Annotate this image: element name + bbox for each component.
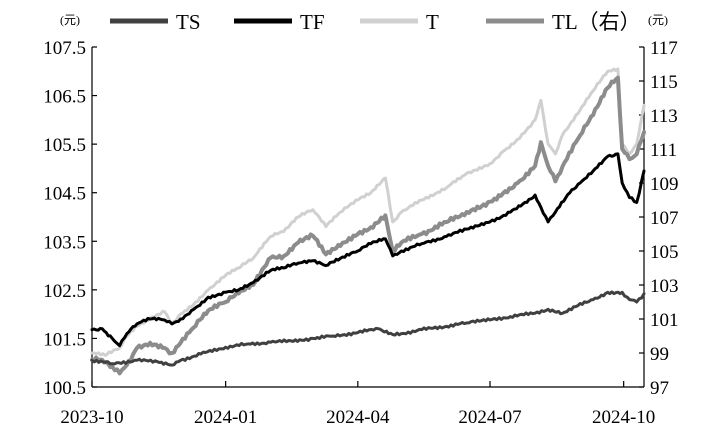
x-tick-label: 2024-07 xyxy=(458,407,521,428)
right-tick-group: 97 99 101 103 105 107 109 111 113 115 117 xyxy=(639,38,679,399)
legend-label: T xyxy=(426,10,439,34)
left-tick-label: 105.5 xyxy=(43,135,86,156)
series-line-t xyxy=(90,67,646,357)
legend-label: TS xyxy=(176,10,201,34)
left-tick-label: 103.5 xyxy=(43,232,86,253)
right-tick-label: 107 xyxy=(650,208,679,229)
left-tick-label: 100.5 xyxy=(43,378,86,399)
right-tick-label: 111 xyxy=(650,140,677,161)
left-tick-label: 107.5 xyxy=(43,38,86,59)
x-tick-label: 2024-01 xyxy=(194,407,257,428)
left-tick-label: 106.5 xyxy=(43,87,86,108)
left-unit-label: (元) xyxy=(60,13,80,27)
series-line-tl xyxy=(90,75,646,376)
right-tick-label: 99 xyxy=(650,344,669,365)
right-unit-label: (元) xyxy=(648,13,668,27)
series-line-ts xyxy=(90,290,646,367)
x-tick-label: 2024-04 xyxy=(326,407,390,428)
x-tick-group: 2023-10 2024-01 2024-04 2024-07 2024-10 xyxy=(60,381,655,428)
legend-label: TL（右） xyxy=(552,10,641,34)
right-tick-label: 101 xyxy=(650,310,679,331)
x-tick-label: 2023-10 xyxy=(60,407,123,428)
x-tick-label: 2024-10 xyxy=(592,407,655,428)
right-tick-label: 113 xyxy=(650,106,678,127)
right-tick-label: 97 xyxy=(650,378,669,399)
series-layer xyxy=(90,67,646,376)
left-tick-group: 100.5 101.5 102.5 103.5 104.5 105.5 106.5 107.5 xyxy=(43,38,97,399)
left-tick-label: 101.5 xyxy=(43,329,86,350)
series-line-tf xyxy=(90,152,646,348)
legend-label: TF xyxy=(300,10,325,34)
left-tick-label: 104.5 xyxy=(43,184,86,205)
legend: TS TF T TL（右） xyxy=(110,10,641,34)
right-tick-label: 117 xyxy=(650,38,678,59)
right-tick-label: 115 xyxy=(650,72,678,93)
right-tick-label: 103 xyxy=(650,276,679,297)
axes-group xyxy=(91,47,645,388)
left-tick-label: 102.5 xyxy=(43,281,86,302)
right-tick-label: 105 xyxy=(650,242,679,263)
right-tick-label: 109 xyxy=(650,174,679,195)
